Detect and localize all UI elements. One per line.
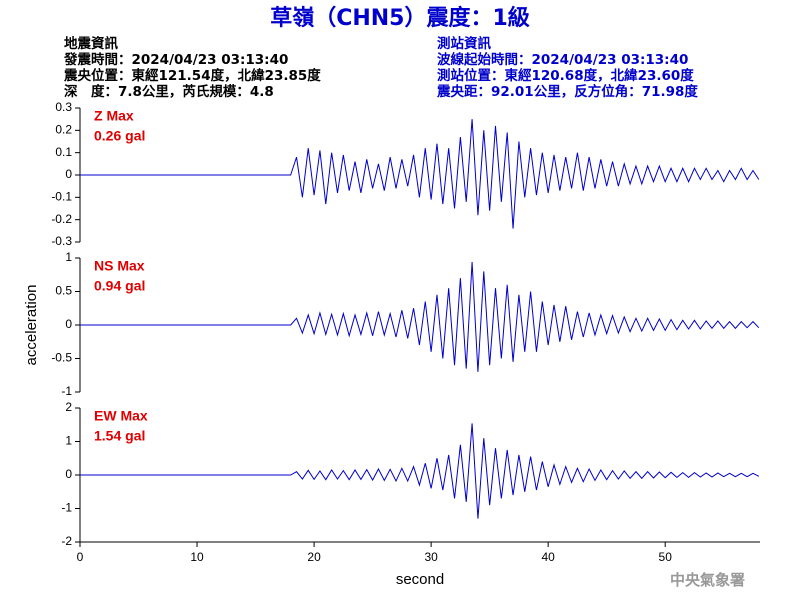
annotation: 0.94 gal xyxy=(94,278,145,294)
info-line: 深 度：7.8公里，芮氏規模：4.8 xyxy=(64,83,274,100)
annotation: Z Max xyxy=(94,108,134,124)
info-line: 測站資訊 xyxy=(437,35,491,52)
y-tick-label: -0.1 xyxy=(51,190,72,204)
y-tick-label: -1 xyxy=(61,501,72,515)
y-tick-label: -0.2 xyxy=(51,212,72,226)
y-tick-label: 0.5 xyxy=(55,284,72,298)
chart-title: 草嶺（CHN5）震度：1級 xyxy=(270,5,530,31)
y-tick-label: 0.1 xyxy=(55,145,72,159)
info-line: 波線起始時間：2024/04/23 03:13:40 xyxy=(437,51,688,68)
y-tick-label: 0 xyxy=(65,317,72,331)
y-tick-label: -2 xyxy=(61,534,72,548)
info-line: 發震時間：2024/04/23 03:13:40 xyxy=(63,51,288,68)
x-tick-label: 20 xyxy=(307,550,321,564)
y-tick-label: -0.3 xyxy=(51,234,72,248)
x-tick-label: 0 xyxy=(77,550,84,564)
y-axis-label: acceleration xyxy=(23,285,40,366)
annotation: 0.26 gal xyxy=(94,128,145,144)
info-line: 測站位置：東經120.68度，北緯23.60度 xyxy=(437,67,694,84)
watermark: 中央氣象署 xyxy=(670,571,745,589)
waveform xyxy=(80,423,760,519)
y-tick-label: -0.5 xyxy=(51,351,72,365)
y-tick-label: 0.3 xyxy=(55,100,72,114)
x-axis-label: second xyxy=(396,571,444,588)
y-tick-label: 1 xyxy=(65,250,72,264)
waveform xyxy=(80,261,760,372)
y-tick-label: 0 xyxy=(65,167,72,181)
info-line: 地震資訊 xyxy=(64,35,118,52)
x-tick-label: 10 xyxy=(190,550,204,564)
y-tick-label: 1 xyxy=(65,434,72,448)
x-tick-label: 40 xyxy=(541,550,555,564)
annotation: EW Max xyxy=(94,408,148,424)
waveform xyxy=(80,119,760,229)
y-tick-label: 0.2 xyxy=(55,123,72,137)
info-line: 震央位置：東經121.54度，北緯23.85度 xyxy=(63,67,321,84)
x-tick-label: 30 xyxy=(424,550,438,564)
y-tick-label: 2 xyxy=(65,400,72,414)
info-line: 震央距：92.01公里，反方位角：71.98度 xyxy=(436,83,698,100)
annotation: NS Max xyxy=(94,258,145,274)
y-tick-label: -1 xyxy=(61,384,72,398)
y-tick-label: 0 xyxy=(65,467,72,481)
x-tick-label: 50 xyxy=(659,550,673,564)
annotation: 1.54 gal xyxy=(94,428,145,444)
